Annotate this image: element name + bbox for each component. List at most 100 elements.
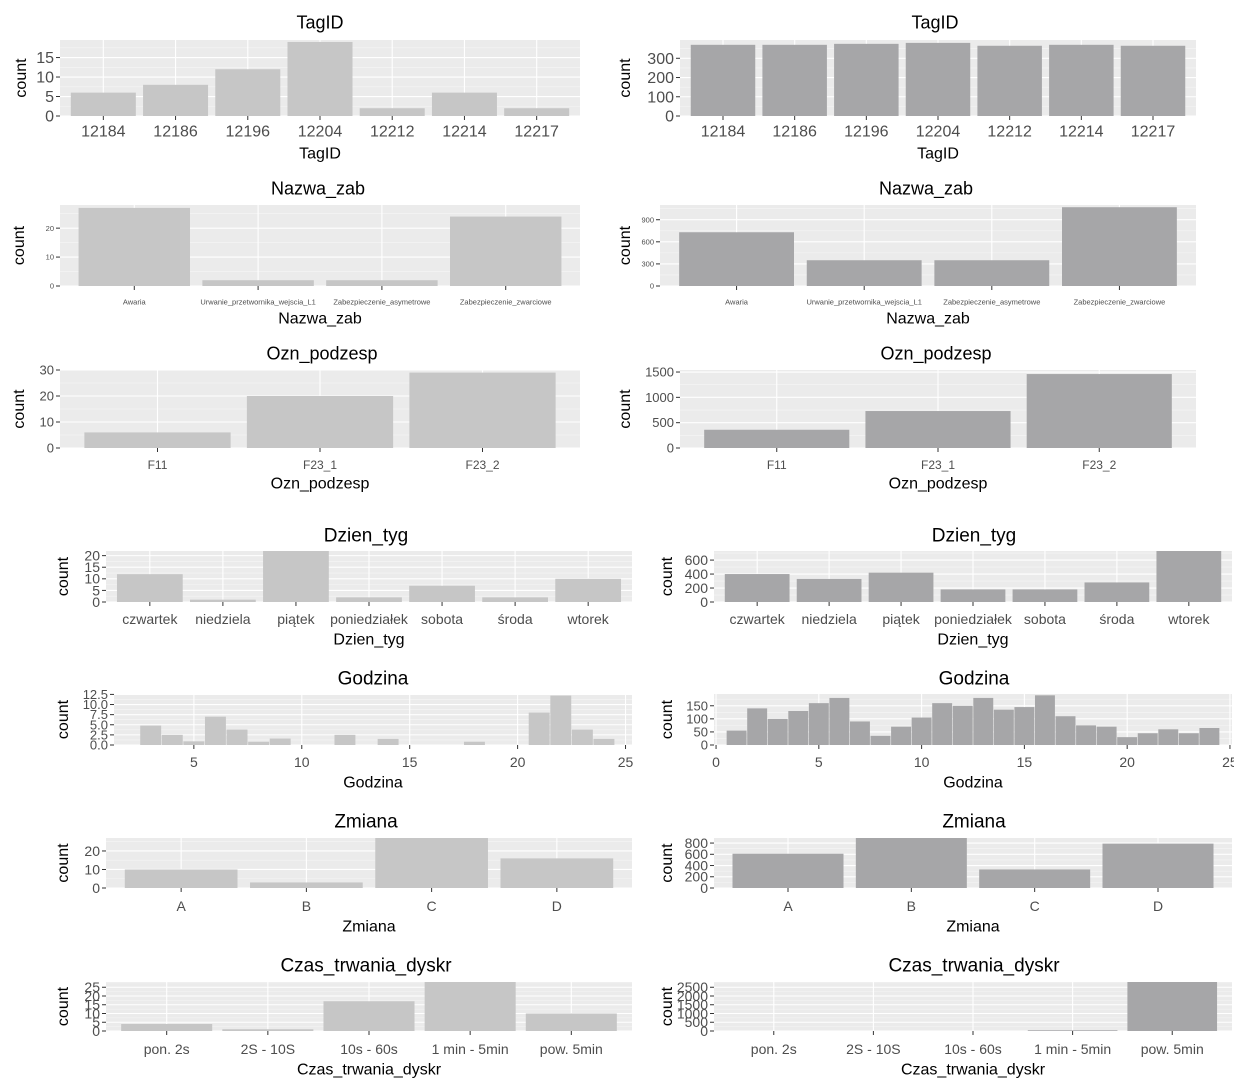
x-axis-label: Ozn_podzesp	[889, 476, 988, 493]
chart-panel-9: 0.02.55.07.510.012.5 5 10 15 20 25 Godzina Godz…	[55, 669, 634, 792]
x-tick-label: środa	[1099, 611, 1134, 627]
bar	[905, 42, 971, 116]
y-tick-label: 0	[700, 880, 708, 896]
x-tick-label: 25	[1222, 754, 1234, 770]
bar	[868, 572, 934, 602]
x-axis-label: Czas_trwania_dyskr	[901, 1062, 1046, 1079]
bar	[747, 708, 768, 745]
bar	[528, 712, 550, 745]
x-tick-label: 1 min - 5min	[1034, 1041, 1111, 1057]
y-tick-label: 0	[700, 1023, 708, 1039]
x-tick-label: Zabezpieczenie_asymetrowe	[333, 298, 430, 307]
chart-panel-1: 0 5 10 15 12184 12186 12196 12204 12212 12214 1221…	[13, 12, 580, 163]
x-tick-label: D	[1153, 898, 1163, 914]
y-tick-label: 30	[40, 363, 54, 378]
chart-panel-6: 0 500 1000 1500 F11 F23_1 F23_2 Ozn_podzesp Ozn_…	[617, 343, 1196, 493]
bar	[525, 1013, 617, 1031]
bar	[263, 551, 329, 602]
x-tick-label: 12214	[442, 124, 487, 141]
x-tick-label: poniedziałek	[934, 611, 1013, 627]
y-tick-label: 400	[685, 857, 709, 873]
y-tick-label: 10	[46, 253, 54, 262]
bar	[1084, 582, 1150, 602]
x-tick-label: Zabezpieczenie_asymetrowe	[943, 298, 1040, 307]
bar	[463, 741, 485, 745]
chart-title: Dzien_tyg	[324, 526, 409, 547]
bar	[704, 429, 850, 448]
bar	[1076, 725, 1097, 745]
chart-title: TagID	[296, 12, 343, 32]
chart-title: Zmiana	[942, 812, 1006, 833]
bar	[84, 432, 231, 448]
y-tick-label: 20	[40, 389, 54, 404]
x-tick-label: 10s - 60s	[944, 1041, 1002, 1057]
bar	[1055, 716, 1076, 745]
x-axis-label: Nazwa_zab	[886, 311, 970, 328]
bar	[762, 44, 827, 116]
x-tick-label: Awaria	[725, 298, 749, 307]
x-tick-label: 0	[712, 754, 720, 770]
bar	[143, 84, 209, 116]
bar	[788, 711, 809, 745]
bar	[1158, 729, 1179, 745]
y-tick-label: 0	[92, 880, 100, 896]
bar	[870, 735, 891, 745]
bar	[450, 216, 562, 286]
bar	[1178, 733, 1199, 745]
y-axis-label: count	[11, 225, 28, 265]
y-tick-label: 900	[641, 215, 654, 224]
y-tick-label: 10	[40, 415, 54, 430]
chart-title: Ozn_podzesp	[880, 343, 991, 364]
x-tick-label: C	[427, 898, 437, 914]
x-axis-label: Zmiana	[946, 919, 999, 936]
bar	[940, 589, 1006, 602]
x-tick-label: 12212	[370, 124, 415, 141]
y-tick-label: 0	[50, 282, 54, 291]
y-tick-label: 500	[685, 1014, 709, 1030]
x-tick-label: pon. 2s	[144, 1041, 190, 1057]
x-tick-label: 25	[618, 754, 634, 770]
bar	[409, 372, 556, 448]
y-axis-label: count	[617, 389, 634, 429]
bar	[504, 108, 570, 116]
chart-title: Dzien_tyg	[932, 526, 1017, 547]
bar	[222, 1029, 314, 1031]
bar	[482, 597, 548, 602]
bar	[1062, 207, 1177, 286]
bar	[834, 43, 899, 117]
y-tick-label: 25	[84, 979, 100, 995]
y-tick-label: 0	[47, 441, 54, 456]
y-axis-label: count	[13, 58, 30, 98]
x-tick-label: piątek	[882, 611, 920, 627]
x-tick-label: Zabezpieczenie_zwarciowe	[1074, 298, 1166, 307]
bar	[1117, 737, 1138, 745]
x-tick-label: B	[302, 898, 311, 914]
y-tick-label: 50	[694, 724, 708, 739]
y-tick-label: 15	[84, 997, 100, 1013]
bar	[409, 585, 475, 602]
bar	[161, 734, 183, 745]
x-tick-label: Zabezpieczenie_zwarciowe	[460, 298, 552, 307]
x-tick-label: niedziela	[195, 611, 250, 627]
y-axis-label: count	[55, 843, 72, 883]
x-tick-label: 12217	[1131, 124, 1176, 141]
y-tick-label: 20	[46, 224, 54, 233]
chart-title: Godzina	[939, 669, 1010, 690]
x-tick-label: niedziela	[801, 611, 856, 627]
x-axis-label: Zmiana	[342, 919, 395, 936]
bar	[323, 1001, 415, 1031]
y-tick-label: 2000	[677, 988, 708, 1004]
y-axis-label: count	[55, 699, 72, 739]
bar	[593, 738, 615, 745]
y-tick-label: 200	[685, 580, 709, 596]
bar	[78, 207, 190, 286]
bar	[979, 869, 1091, 888]
y-tick-label: 200	[685, 869, 709, 885]
bar	[500, 858, 614, 888]
x-tick-label: wtorek	[567, 611, 610, 627]
bar	[431, 92, 497, 116]
